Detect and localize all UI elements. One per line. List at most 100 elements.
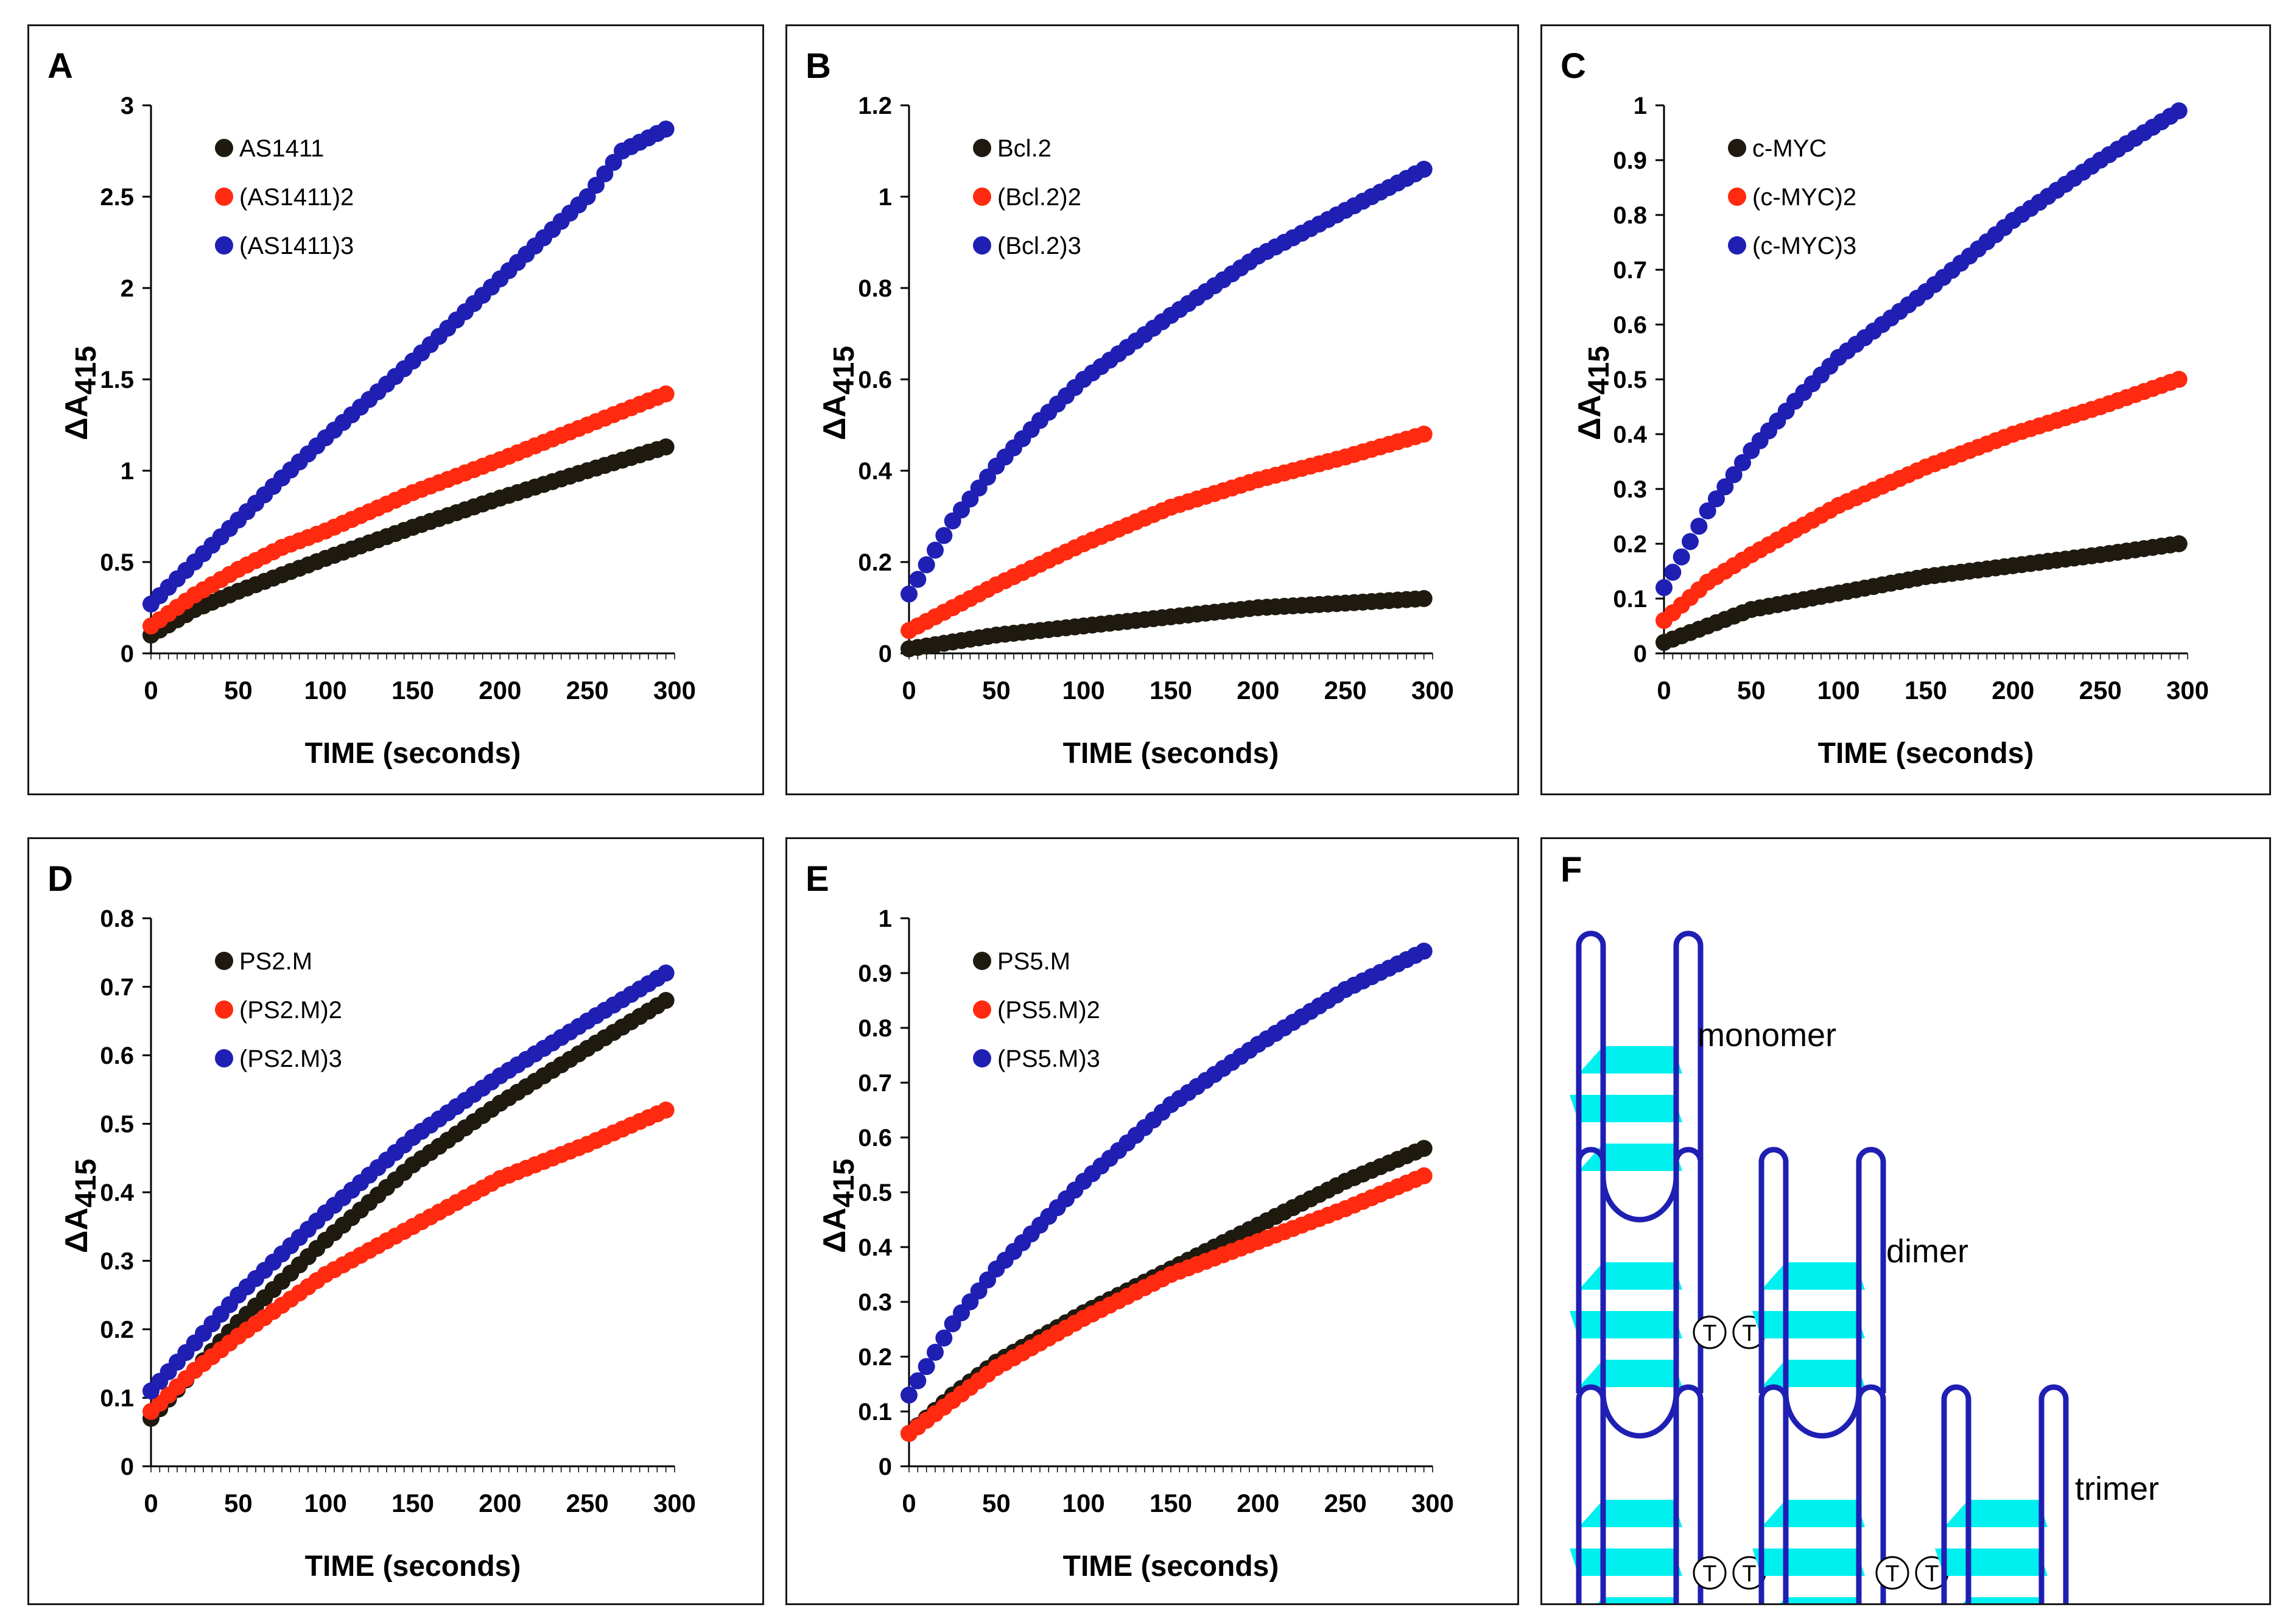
y-tick-label: 0.1	[100, 1385, 134, 1412]
y-tick-label: 0.9	[858, 960, 892, 987]
data-point	[909, 571, 927, 588]
y-tick-label: 0.1	[1613, 586, 1647, 613]
data-point	[1682, 533, 1699, 550]
legend-marker	[973, 139, 991, 157]
x-tick-label: 150	[391, 1489, 434, 1517]
x-tick-label: 250	[2079, 676, 2122, 705]
data-point	[1690, 518, 1708, 535]
x-axis-title: TIME (seconds)	[305, 737, 521, 770]
panel-b: B 0 50 100 150 200 250 300 0 0.2 0.4 0.6 0.8 1 1.2 TIME…	[785, 24, 1519, 795]
y-tick-label: 1	[879, 184, 892, 211]
legend-label: (AS1411)3	[239, 233, 354, 259]
panel-letter: A	[47, 46, 73, 86]
data-point	[935, 527, 953, 544]
y-tick-label: 0	[1634, 641, 1647, 667]
monomer-structure	[1570, 930, 1704, 1223]
y-tick-label: 1	[1634, 93, 1647, 119]
y-tick-label: 0.7	[858, 1070, 892, 1097]
x-tick-label: 200	[1237, 676, 1279, 705]
legend-label: (c-MYC)2	[1752, 184, 1856, 211]
series-3	[900, 161, 1433, 603]
panel-e: E 0 50 100 150 200 250 300 0 0.1 0.2 0.3 0.4 0.5 0.6 0.…	[785, 837, 1519, 1605]
y-tick-label: 0.2	[858, 1344, 892, 1371]
x-tick-label: 100	[1062, 1489, 1105, 1517]
x-tick-label: 300	[653, 1489, 696, 1517]
y-tick-label: 0.6	[100, 1042, 134, 1069]
legend-marker	[973, 188, 991, 206]
series-2	[900, 426, 1433, 639]
strand-backbone	[1758, 1384, 1886, 1603]
x-tick-label: 0	[902, 676, 916, 705]
x-axis-title: TIME (seconds)	[1063, 737, 1279, 770]
data-point	[2170, 535, 2188, 552]
chart-a: A 0 50 100 150 200 250 300 0 0.5 1 1.5 2 2.5 3 TIME (se…	[47, 46, 696, 770]
trimer-label: trimer	[2075, 1471, 2159, 1507]
legend-label: (Bcl.2)2	[997, 184, 1081, 211]
data-point	[1415, 426, 1433, 443]
data-point	[657, 121, 675, 138]
y-axis-title: ΔA415	[59, 346, 102, 440]
x-tick-label: 300	[1411, 676, 1454, 705]
legend-marker	[215, 1049, 233, 1067]
x-tick-label: 0	[144, 1489, 158, 1517]
g-quartet	[1761, 1262, 1865, 1290]
y-tick-label: 0	[879, 1454, 892, 1480]
x-tick-label: 200	[1237, 1489, 1279, 1517]
g-quartet	[1598, 1597, 1676, 1603]
g-quartet	[1579, 1262, 1682, 1290]
strand-backbone	[1941, 1384, 2069, 1603]
g-quartet	[1761, 1500, 1865, 1527]
series-3	[142, 965, 675, 1400]
y-tick-label: 0.3	[100, 1248, 134, 1275]
y-tick-label: 0.2	[858, 549, 892, 576]
y-tick-label: 0.4	[1613, 421, 1647, 448]
x-tick-label: 200	[479, 1489, 521, 1517]
y-tick-label: 1.2	[858, 93, 892, 119]
y-tick-label: 0.8	[858, 1015, 892, 1042]
legend-label: c-MYC	[1752, 135, 1827, 162]
legend-marker	[973, 1000, 991, 1019]
data-point	[1415, 590, 1433, 607]
x-tick-label: 100	[1817, 676, 1860, 705]
x-tick-label: 300	[2166, 676, 2209, 705]
legend-label: (Bcl.2)3	[997, 233, 1081, 259]
chart-b: B 0 50 100 150 200 250 300 0 0.2 0.4 0.6 0.8 1 1.2 TIME…	[806, 46, 1454, 770]
g-quartet	[1579, 1500, 1682, 1527]
linker-circle	[1693, 1556, 1727, 1590]
x-tick-label: 50	[982, 1489, 1011, 1517]
y-tick-label: 0.5	[100, 549, 134, 576]
panel-d: D 0 50 100 150 200 250 300 0 0.1 0.2 0.3 0.4 0.5 0.6 0.…	[27, 837, 764, 1605]
panel-letter: F	[1561, 850, 1582, 890]
y-tick-label: 0.4	[100, 1179, 134, 1206]
data-point	[900, 585, 918, 603]
data-point	[1415, 943, 1433, 960]
x-tick-label: 50	[224, 676, 253, 705]
y-tick-label: 0.8	[858, 275, 892, 302]
x-tick-label: 50	[1737, 676, 1766, 705]
strand-backbone	[1758, 1147, 1886, 1439]
legend-marker	[1728, 139, 1746, 157]
series-2	[142, 1102, 675, 1420]
data-point	[1734, 454, 1751, 471]
x-tick-label: 150	[1150, 676, 1192, 705]
data-point	[1725, 466, 1743, 483]
chart-c: C 0 50 100 150 200 250 300 0 0.1 0.2 0.3 0.4 0.5 0.6 0.…	[1561, 46, 2209, 770]
panel-a: A 0 50 100 150 200 250 300 0 0.5 1 1.5 2 2.5 3 TIME (se…	[27, 24, 764, 795]
linker-label: T	[1702, 1561, 1716, 1587]
strand-backbone	[1576, 1147, 1704, 1439]
x-tick-label: 0	[902, 1489, 916, 1517]
y-axis-title: ΔA415	[817, 1159, 860, 1253]
y-tick-label: 0.5	[858, 1179, 892, 1206]
legend-marker	[1728, 188, 1746, 206]
y-tick-label: 0.3	[858, 1289, 892, 1316]
chart-d: D 0 50 100 150 200 250 300 0 0.1 0.2 0.3 0.4 0.5 0.6 0.…	[47, 859, 696, 1583]
panel-c: C 0 50 100 150 200 250 300 0 0.1 0.2 0.3 0.4 0.5 0.6 0.…	[1540, 24, 2271, 795]
y-tick-label: 0.2	[1613, 531, 1647, 558]
g-quartet	[1752, 1548, 1865, 1576]
linker-label: T	[1925, 1561, 1939, 1587]
legend-label: AS1411	[239, 135, 324, 162]
legend-marker	[215, 236, 233, 255]
series-2	[142, 385, 675, 634]
